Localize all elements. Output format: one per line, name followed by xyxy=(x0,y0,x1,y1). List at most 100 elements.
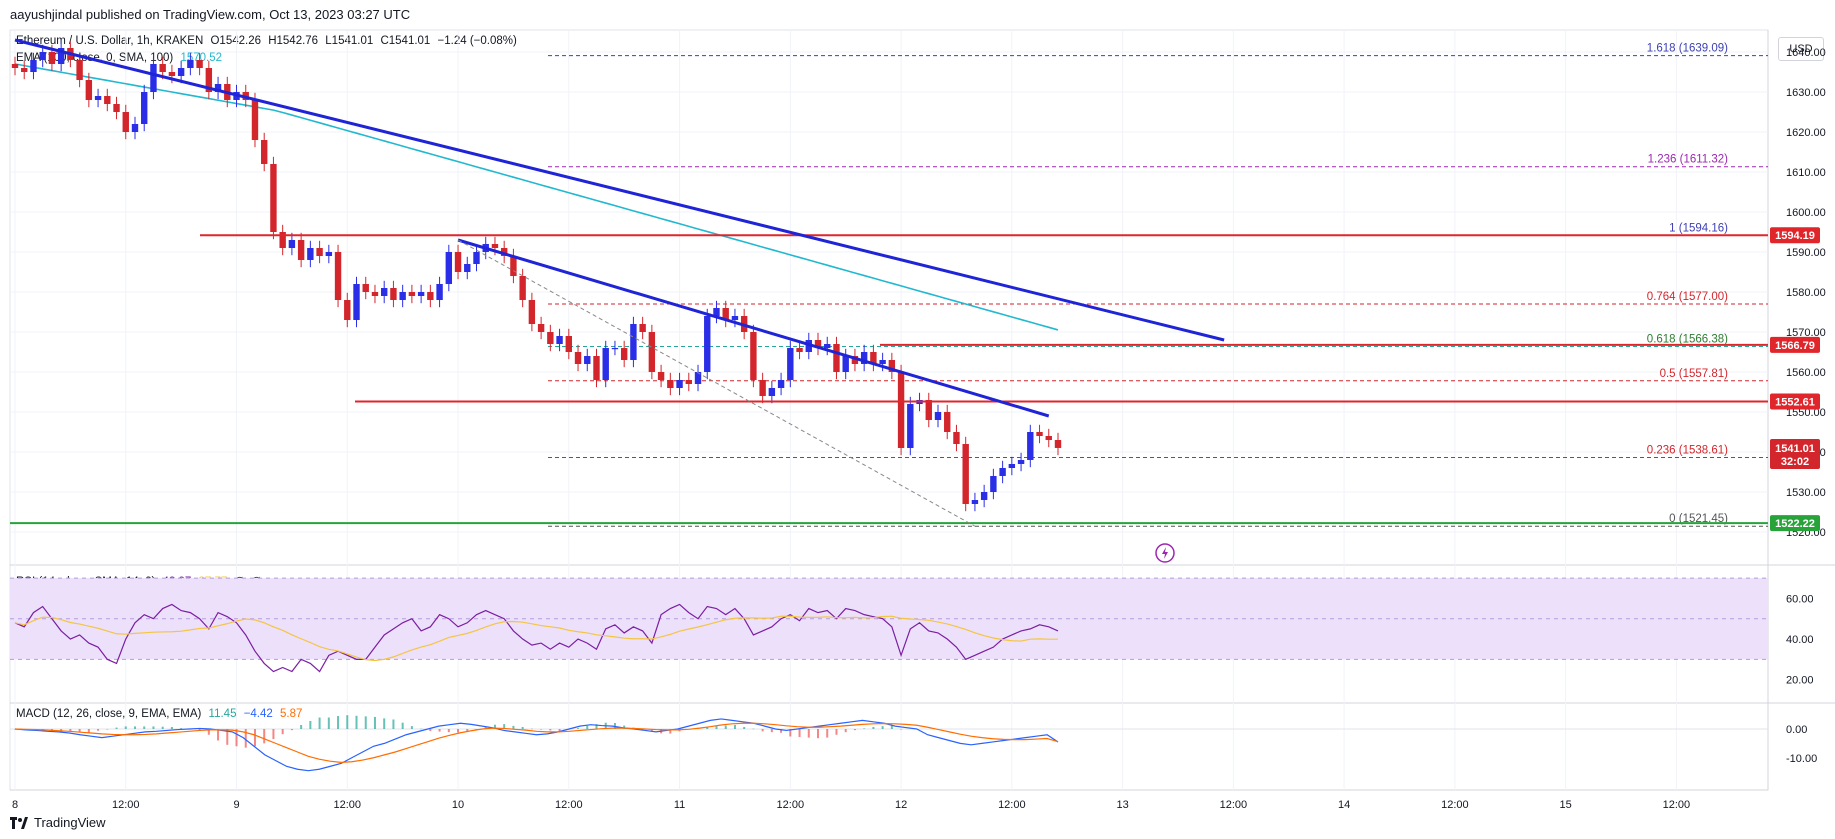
candle-body xyxy=(925,400,932,420)
candle-body xyxy=(694,372,702,384)
macd-hist-bar xyxy=(770,729,773,733)
fib-level-label: 1 (1594.16) xyxy=(1669,222,1728,234)
macd-hist-bar xyxy=(161,726,164,729)
macd-hist-bar xyxy=(235,729,238,747)
candle-body xyxy=(620,348,628,360)
fib-level-label: 0.618 (1566.38) xyxy=(1647,333,1728,345)
macd-hist-bar xyxy=(207,729,210,735)
candle-body xyxy=(500,248,508,256)
candle-body xyxy=(417,292,425,296)
x-tick-label: 12:00 xyxy=(777,799,805,811)
macd-hist-bar xyxy=(881,726,884,729)
macd-tick-label: -10.00 xyxy=(1786,753,1817,765)
candle-body xyxy=(473,252,480,264)
macd-hist-bar xyxy=(78,729,81,733)
candle-body xyxy=(279,232,286,248)
rsi-band xyxy=(10,578,1768,660)
candle-body xyxy=(122,112,129,132)
macd-hist-bar xyxy=(577,728,580,729)
candle-body xyxy=(261,140,268,164)
y-tick-label: 1530.00 xyxy=(1786,487,1826,499)
macd-value: −4.42 xyxy=(243,708,273,720)
candle-body xyxy=(824,344,831,348)
y-tick-label: 1580.00 xyxy=(1786,287,1826,299)
macd-hist-bar xyxy=(817,729,820,739)
close-value: C1541.01 xyxy=(380,35,431,47)
candle-body xyxy=(399,292,406,300)
macd-hist-bar xyxy=(872,726,875,729)
macd-hist-bar xyxy=(217,729,220,741)
macd-hist-bar xyxy=(743,726,746,729)
macd-hist-bar xyxy=(457,729,460,733)
signal-line xyxy=(14,722,1059,763)
candle-body xyxy=(325,252,333,256)
rsi-line xyxy=(14,603,1059,673)
candle-body xyxy=(1036,432,1043,436)
macd-hist-bar xyxy=(863,728,866,729)
candle-body xyxy=(362,284,369,292)
candle-body xyxy=(722,308,729,320)
fib-level-label: 0.5 (1557.81) xyxy=(1660,368,1729,380)
rsi-tick-label: 60.00 xyxy=(1786,593,1814,605)
candle-body xyxy=(704,316,711,372)
macd-hist-bar xyxy=(586,725,589,729)
macd-hist-bar xyxy=(447,729,450,733)
macd-hist-bar xyxy=(263,729,266,744)
x-tick-label: 9 xyxy=(233,799,239,811)
macd-hist-bar xyxy=(429,729,432,732)
y-tick-label: 1560.00 xyxy=(1786,367,1826,379)
candle-body xyxy=(408,292,416,296)
macd-hist-bar xyxy=(152,726,155,729)
candle-body xyxy=(953,432,960,444)
candle-body xyxy=(205,68,213,92)
price-tag xyxy=(1770,393,1820,410)
macd-hist-bar xyxy=(226,729,229,745)
candle-body xyxy=(934,412,942,420)
candle-body xyxy=(657,372,665,380)
last-price-label: 1541.01 xyxy=(1775,443,1815,455)
candle-body xyxy=(288,240,296,248)
macd-hist-bar xyxy=(484,726,487,729)
candle-body xyxy=(11,64,19,68)
x-tick-label: 12:00 xyxy=(555,799,583,811)
footer-brand[interactable]: TradingView xyxy=(10,815,106,830)
candle-body xyxy=(944,412,951,432)
macd-hist-bar xyxy=(327,717,330,729)
candle-body xyxy=(1008,464,1016,468)
macd-hist-bar xyxy=(244,729,247,748)
macd-hist-bar xyxy=(420,728,423,730)
y-tick-label: 1550.00 xyxy=(1786,407,1826,419)
macd-hist-bar xyxy=(346,715,349,729)
macd-hist-bar xyxy=(170,726,173,729)
macd-hist-bar xyxy=(752,728,755,730)
macd-hist-bar xyxy=(761,729,764,732)
macd-hist-bar xyxy=(309,720,312,729)
macd-legend[interactable]: MACD (12, 26, close, 9, EMA, EMA) 11.45 … xyxy=(16,708,302,720)
x-tick-label: 15 xyxy=(1560,799,1572,811)
flash-icon-glyph xyxy=(1162,547,1168,559)
macd-hist-bar xyxy=(106,729,109,730)
candle-body xyxy=(593,356,600,380)
candle-body xyxy=(584,356,591,364)
rsi-tick-label: 40.00 xyxy=(1786,634,1814,646)
candle-body xyxy=(131,124,139,132)
macd-hist-bar xyxy=(281,729,284,735)
y-tick-label: 1620.00 xyxy=(1786,127,1826,139)
macd-hist-bar xyxy=(143,726,146,729)
candle-body xyxy=(177,68,185,76)
macd-tick-label: 0.00 xyxy=(1786,724,1807,736)
macd-hist-bar xyxy=(493,724,496,729)
candle-body xyxy=(85,80,93,100)
candle-body xyxy=(879,360,886,364)
price-tag-label: 1522.22 xyxy=(1775,518,1815,530)
candle-body xyxy=(547,332,554,344)
symbol-name[interactable]: Ethereum / U.S. Dollar, 1h, KRAKEN xyxy=(16,35,204,47)
candle-body xyxy=(196,60,203,68)
macd-hist-bar xyxy=(50,729,53,731)
macd-hist-bar xyxy=(540,729,543,730)
candle-body xyxy=(980,492,988,500)
macd-hist-bar xyxy=(623,725,626,729)
currency-button[interactable]: USD xyxy=(1778,37,1824,61)
candle-body xyxy=(214,84,222,92)
